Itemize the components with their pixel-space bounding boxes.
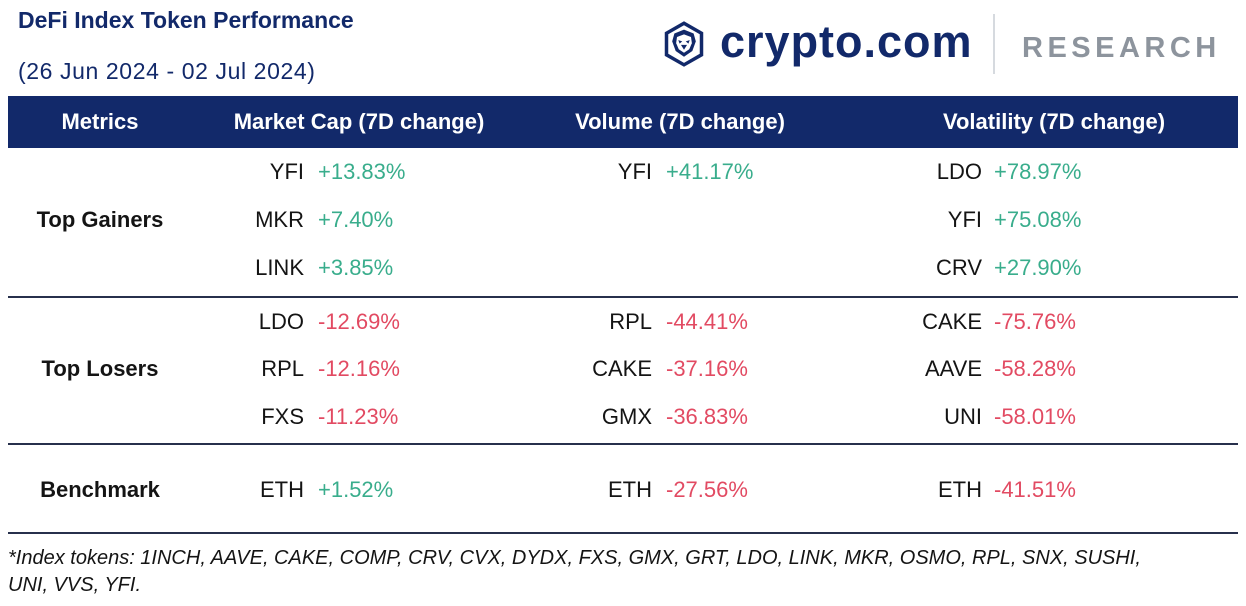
volatility-token: LDO xyxy=(936,159,982,184)
volume-change: +41.17% xyxy=(666,159,754,184)
brand-divider xyxy=(993,14,995,74)
top-losers-row-2: RPL -12.16% CAKE -37.16% AAVE -58.28% xyxy=(0,353,1246,385)
volatility-change: -58.28% xyxy=(994,356,1076,381)
volatility-change: +78.97% xyxy=(994,159,1082,184)
column-header-volatility: Volatility (7D change) xyxy=(942,109,1166,134)
volatility-token: CRV xyxy=(935,255,982,280)
volume-token: GMX xyxy=(601,404,652,429)
market-cap-change: +13.83% xyxy=(318,159,406,184)
market-cap-token: RPL xyxy=(261,356,304,381)
top-gainers-row-2: MKR +7.40% YFI +75.08% xyxy=(0,204,1246,236)
market-cap-token: FXS xyxy=(261,404,304,429)
volatility-change: -58.01% xyxy=(994,404,1076,429)
group-divider-rule xyxy=(8,296,1238,298)
volume-change: -36.83% xyxy=(666,404,748,429)
volatility-change: +27.90% xyxy=(994,255,1082,280)
column-header-volume: Volume (7D change) xyxy=(575,109,785,134)
top-gainers-row-1: YFI +13.83% YFI +41.17% LDO +78.97% xyxy=(0,156,1246,188)
footnote-line: *Index tokens: 1INCH, AAVE, CAKE, COMP, … xyxy=(8,547,1141,569)
market-cap-token: LDO xyxy=(258,309,304,334)
volume-token: RPL xyxy=(609,309,652,334)
group-divider-rule xyxy=(8,443,1238,445)
volume-token: CAKE xyxy=(592,356,652,381)
brand-division-label: RESEARCH xyxy=(1022,32,1221,64)
market-cap-change: -12.69% xyxy=(318,309,400,334)
top-losers-row-1: LDO -12.69% RPL -44.41% CAKE -75.76% xyxy=(0,306,1246,338)
market-cap-change: -12.16% xyxy=(318,356,400,381)
column-header-market-cap: Market Cap (7D change) xyxy=(233,109,485,134)
volume-token: YFI xyxy=(617,159,652,184)
volatility-token: UNI xyxy=(944,404,982,429)
index-tokens-footnote: *Index tokens: 1INCH, AAVE, CAKE, COMP, … xyxy=(8,545,1141,599)
volume-token: ETH xyxy=(608,477,652,502)
table-bottom-rule xyxy=(8,532,1238,534)
market-cap-change: -11.23% xyxy=(318,404,399,429)
top-gainers-row-3: LINK +3.85% CRV +27.90% xyxy=(0,252,1246,284)
benchmark-row: ETH +1.52% ETH -27.56% ETH -41.51% xyxy=(0,474,1246,506)
date-range-subtitle: (26 Jun 2024 - 02 Jul 2024) xyxy=(18,58,316,84)
volatility-change: +75.08% xyxy=(994,207,1082,232)
market-cap-token: LINK xyxy=(255,255,304,280)
market-cap-token: MKR xyxy=(255,207,304,232)
volatility-change: -41.51% xyxy=(994,477,1076,502)
volume-change: -27.56% xyxy=(666,477,748,502)
volatility-change: -75.76% xyxy=(994,309,1076,334)
volatility-token: CAKE xyxy=(922,309,982,334)
volume-change: -37.16% xyxy=(666,356,748,381)
market-cap-change: +7.40% xyxy=(318,207,394,232)
volatility-token: ETH xyxy=(938,477,982,502)
column-header-metrics: Metrics xyxy=(61,109,139,134)
crypto-com-lion-shield-icon xyxy=(664,21,704,67)
market-cap-token: ETH xyxy=(260,477,304,502)
volatility-token: AAVE xyxy=(924,356,982,381)
volatility-token: YFI xyxy=(947,207,982,232)
metric-label-top-losers: Top Losers xyxy=(41,356,159,381)
market-cap-change: +1.52% xyxy=(318,477,394,502)
metric-label-top-gainers: Top Gainers xyxy=(36,207,164,232)
market-cap-change: +3.85% xyxy=(318,255,394,280)
market-cap-token: YFI xyxy=(269,159,304,184)
top-losers-row-3: FXS -11.23% GMX -36.83% UNI -58.01% xyxy=(0,401,1246,433)
footnote-line: UNI, VVS, YFI. xyxy=(8,574,141,596)
metric-label-benchmark: Benchmark xyxy=(40,477,160,502)
chart-title: DeFi Index Token Performance xyxy=(18,7,354,33)
brand-wordmark: crypto.com xyxy=(720,16,973,67)
table-header: Metrics Market Cap (7D change) Volume (7… xyxy=(8,96,1238,148)
volume-change: -44.41% xyxy=(666,309,748,334)
